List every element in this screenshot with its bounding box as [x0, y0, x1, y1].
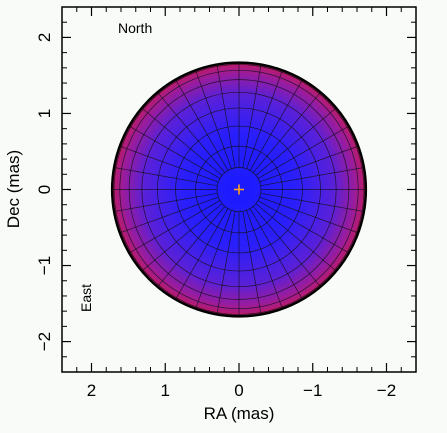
- longitude-line: [114, 192, 218, 212]
- axis-ticks: [61, 6, 417, 373]
- longitude-line: [114, 167, 218, 187]
- longitude-line: [246, 210, 283, 309]
- longitude-line: [141, 203, 223, 272]
- x-tick-label: −2: [377, 381, 396, 400]
- longitude-line: [260, 192, 364, 212]
- stellar-disk-outline: [110, 61, 368, 318]
- longitude-line: [242, 211, 262, 315]
- longitude-line: [255, 203, 337, 272]
- longitude-line: [259, 196, 359, 234]
- x-tick-label: 2: [87, 381, 96, 400]
- y-tick-labels: −2 −1 0 1 2: [35, 33, 54, 352]
- longitude-line: [195, 210, 232, 309]
- longitude-line: [216, 64, 236, 168]
- east-annotation: East: [78, 284, 94, 312]
- longitude-line: [175, 208, 229, 300]
- y-tick-label: −2: [35, 332, 54, 351]
- x-tick-label: −1: [303, 381, 322, 400]
- longitude-line: [195, 70, 232, 169]
- longitude-line: [257, 125, 350, 179]
- longitude-line: [252, 206, 321, 287]
- longitude-line: [175, 79, 229, 171]
- north-annotation: North: [118, 20, 152, 36]
- stellar-disk: [110, 61, 368, 318]
- y-tick-label: 1: [35, 109, 54, 118]
- longitude-line: [255, 107, 337, 176]
- longitude-line: [141, 107, 223, 176]
- longitude-line: [242, 64, 262, 168]
- longitude-line: [257, 200, 350, 254]
- longitude-line: [252, 92, 321, 173]
- longitude-line: [157, 206, 226, 287]
- longitude-line: [128, 125, 221, 179]
- x-tick-labels: 2 1 0 −1 −2: [87, 381, 396, 400]
- longitude-line: [119, 145, 219, 183]
- y-tick-label: −1: [35, 256, 54, 275]
- x-tick-label: 1: [161, 381, 170, 400]
- longitude-line: [249, 208, 303, 300]
- longitude-line: [128, 200, 221, 254]
- longitude-line: [259, 145, 359, 183]
- y-tick-label: 2: [35, 33, 54, 42]
- longitude-line: [260, 167, 364, 187]
- longitude-line: [157, 92, 226, 173]
- longitude-line: [216, 211, 236, 315]
- longitude-line: [119, 196, 219, 234]
- longitude-line: [249, 79, 303, 171]
- x-axis-title: RA (mas): [204, 404, 275, 423]
- y-axis-title: Dec (mas): [4, 150, 23, 228]
- x-tick-label: 0: [234, 381, 243, 400]
- longitude-line: [246, 70, 283, 169]
- y-tick-label: 0: [35, 185, 54, 194]
